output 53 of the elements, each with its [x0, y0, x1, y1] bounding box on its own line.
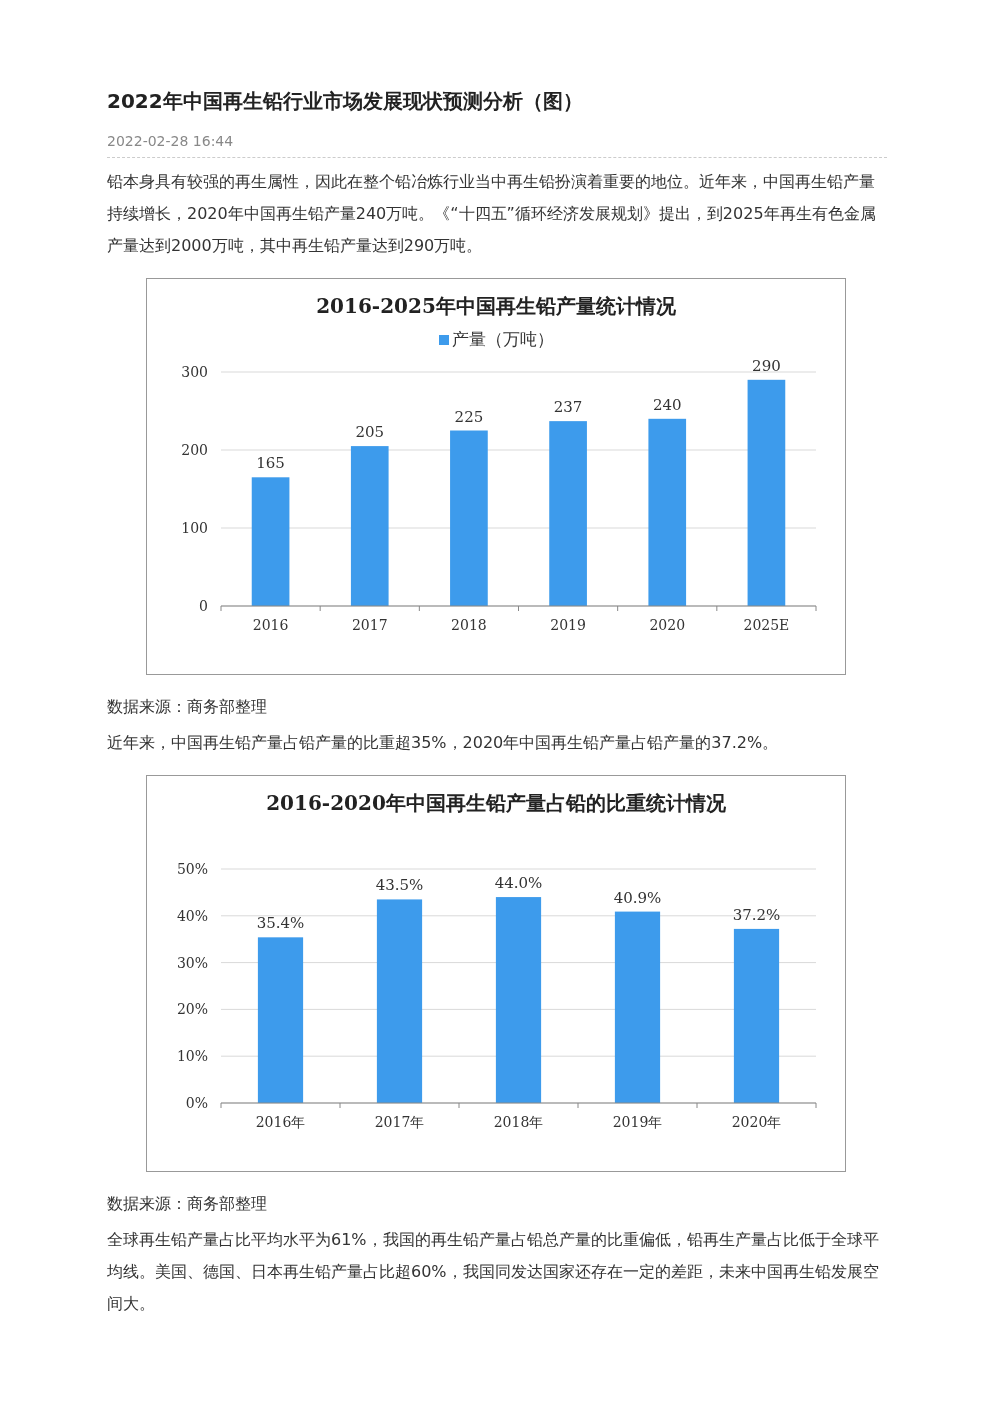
x-tick-label: 2018: [451, 617, 487, 633]
x-tick-label: 2018年: [493, 1114, 544, 1130]
bar: [733, 928, 780, 1103]
legend-label: 产量（万吨）: [452, 329, 554, 349]
bar: [450, 430, 488, 606]
data-label: 40.9%: [613, 888, 662, 907]
source-note: 数据来源：商务部整理: [107, 696, 268, 718]
x-tick-label: 2025E: [743, 617, 790, 633]
data-label: 290: [752, 356, 781, 375]
data-label: 35.4%: [256, 914, 305, 933]
text: 2022-02-28 16:44: [107, 133, 887, 158]
x-tick-label: 2019年: [612, 1114, 663, 1130]
bar: [648, 418, 687, 606]
data-label: 43.5%: [375, 876, 424, 895]
text: 2022年中国再生铅行业市场发展现状预测分析（图）: [107, 88, 584, 115]
data-label: 37.2%: [732, 905, 781, 924]
x-tick-label: 2020: [649, 617, 686, 633]
y-tick-label: 20%: [176, 1001, 208, 1018]
y-tick-label: 40%: [176, 907, 208, 924]
y-tick-label: 0%: [185, 1095, 208, 1111]
source-note: 数据来源：商务部整理: [107, 1193, 268, 1215]
bar: [549, 421, 587, 606]
text: 全球再生铅产量占比平均水平为61%，我国的再生铅产量占铅总产量的比重偏低，铅再生产量占比低于全球平均线。美国、德国、日本再生铅产量占比超60%，我国同发达国家还存在一定的差距，未来中国再生铅发展空间大。: [107, 1229, 880, 1315]
y-tick-label: 0: [199, 598, 208, 614]
bar: [747, 379, 786, 606]
x-tick-label: 2017: [351, 617, 388, 633]
x-tick-label: 2016: [252, 617, 289, 633]
bar: [350, 446, 389, 606]
y-tick-label: 100: [181, 520, 208, 536]
y-tick-label: 10%: [176, 1048, 208, 1065]
data-label: 165: [256, 454, 285, 473]
text: 近年来，中国再生铅产量占铅产量的比重超35%，2020年中国再生铅产量占铅产量的37.2%。: [107, 732, 780, 754]
bar: [251, 477, 290, 606]
bar: [495, 897, 542, 1103]
x-tick-label: 2016年: [255, 1114, 306, 1130]
x-tick-label: 2020年: [731, 1114, 782, 1130]
x-tick-label: 2017年: [374, 1114, 425, 1130]
bar: [376, 899, 423, 1103]
y-tick-label: 200: [181, 442, 208, 458]
text: 铅本身具有较强的再生属性，因此在整个铅冶炼行业当中再生铅扮演着重要的地位。近年来，中国再生铅产量持续增长，2020年中国再生铅产量240万吨。《“十四五”循环经济发展规划》提出，到2025年再生有色金属产量达到2000万吨，其中再生铅产量达到290万吨。: [107, 171, 877, 257]
bar: [614, 911, 661, 1103]
data-label: 44.0%: [494, 874, 543, 893]
data-label: 205: [355, 423, 385, 442]
y-tick-label: 300: [181, 364, 208, 380]
chart-title: 2016-2025年中国再生铅产量统计情况: [316, 294, 677, 318]
y-tick-label: 30%: [176, 954, 208, 971]
x-tick-label: 2019: [550, 617, 586, 633]
data-label: 225: [454, 407, 484, 426]
chart-title: 2016-2020年中国再生铅产量占铅的比重统计情况: [266, 791, 727, 815]
bar: [257, 937, 304, 1103]
data-label: 237: [553, 398, 583, 417]
y-tick-label: 50%: [176, 861, 208, 877]
data-label: 240: [652, 395, 682, 414]
